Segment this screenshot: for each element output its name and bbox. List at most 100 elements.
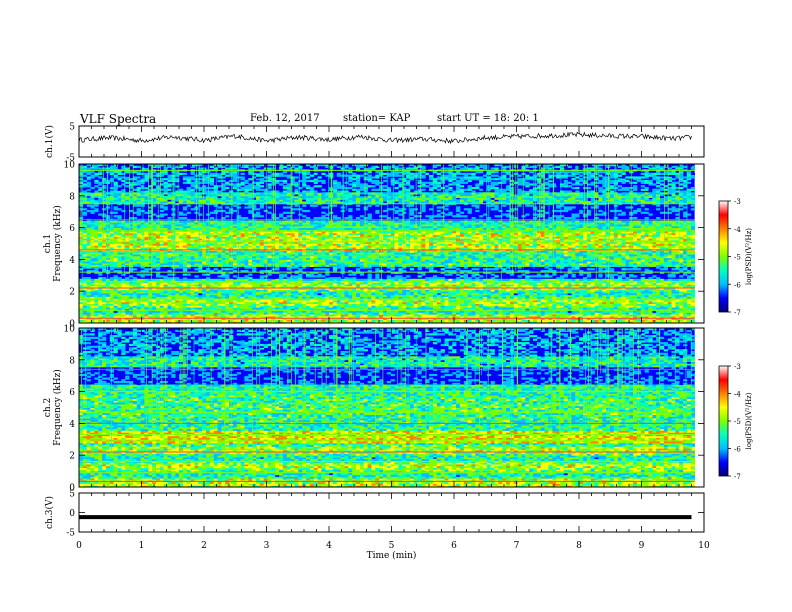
ch1-spectrogram-cell (321, 305, 326, 308)
ch1-spectrogram-cell (182, 285, 188, 289)
ch1-spectrogram-cell (552, 282, 557, 285)
ch1-spectrogram-cell (610, 307, 615, 310)
ch1-spectrogram-cell (282, 293, 288, 296)
ch1-spectrogram-cell (640, 282, 645, 285)
ch1-spectrogram-cell (148, 285, 153, 289)
ch1-spectrogram-cell (594, 307, 599, 310)
ch1-spectrogram-cell (263, 321, 268, 324)
ch1-spectrogram-cell (125, 285, 130, 289)
ch1-spectrogram-cell (560, 301, 565, 304)
ch1-spectrogram-cell (394, 296, 399, 299)
ch1-spectrogram-cell (629, 296, 634, 299)
ch1-spectrogram-cell (679, 301, 684, 304)
ch1-spectrogram-cell (663, 289, 668, 292)
ch1-spectrogram-cell (633, 300, 638, 303)
ch1-spectrogram-cell (186, 312, 191, 315)
ch1-spectrogram-cell (221, 315, 226, 319)
ch1-spectrogram-cell (452, 294, 457, 297)
ch1-spectrogram-cell (267, 289, 272, 292)
ch1-spectrogram-cell (167, 284, 172, 287)
ch1-spectrogram-cell (459, 319, 465, 322)
ch1-spectrogram-cell (459, 307, 465, 310)
ch1-spectrogram-cell (459, 291, 465, 294)
ch1-spectrogram-cell (429, 315, 434, 319)
ch1-spectrogram-cell (383, 293, 388, 296)
ch1-spectrogram-cell (182, 289, 188, 292)
ch1-spectrogram-cell (690, 278, 695, 281)
ch1-spectrogram-cell (640, 285, 645, 289)
ch1-spectrogram-cell (398, 310, 403, 313)
ch1-spectrogram-cell (536, 285, 542, 289)
ch1-spectrogram-cell (94, 287, 99, 290)
ch1-spectrogram-cell (359, 314, 365, 317)
ch1-spectrogram-cell (529, 307, 534, 310)
ch1-spectrogram-cell (129, 285, 134, 289)
ch1-spectrogram-cell (94, 284, 99, 287)
ch1-spectrogram-cell (479, 289, 484, 292)
ch1-spectrogram-cell (563, 319, 568, 322)
ch1-spectrogram-cell (686, 321, 692, 324)
ch1-spectrogram-cell (379, 301, 384, 304)
ch1-spectrogram-cell (521, 282, 526, 285)
ch1-spectrogram-cell (302, 296, 307, 299)
ch1-spectrogram-cell (98, 294, 103, 297)
ch1-spectrogram-cell (433, 294, 438, 297)
ch1-spectrogram-cell (190, 296, 195, 299)
ch1-spectrogram-cell (409, 294, 415, 297)
ch1-spectrogram-cell (302, 312, 307, 315)
ch1-spectrogram-cell (640, 321, 645, 324)
ch1-spectrogram-cell (105, 300, 111, 303)
ch1-spectrogram-cell (683, 315, 688, 319)
ch1-spectrogram-cell (683, 291, 688, 294)
ch1-spectrogram-cell (125, 303, 130, 306)
ch1-spectrogram-cell (144, 303, 149, 306)
ch1-spectrogram-cell (129, 307, 134, 310)
ch1-spectrogram-cell (617, 303, 622, 306)
ch1-spectrogram-cell (317, 282, 322, 285)
ch1-spectrogram-cell (156, 303, 161, 306)
ch1-spectrogram-cell (644, 278, 649, 281)
ch1-spectrogram-cell (544, 273, 549, 276)
ch1-spectrogram-cell (352, 285, 357, 289)
ch1-spectrogram-cell (298, 310, 303, 313)
ch1-spectrogram-cell (156, 284, 161, 287)
ch1-spectrogram-cell (259, 296, 264, 299)
ch1-spectrogram-cell (602, 319, 607, 322)
ch1-spectrogram-cell (144, 293, 149, 296)
ch1-spectrogram-cell (413, 314, 418, 317)
ch1-spectrogram-cell (198, 321, 203, 324)
ch1-spectrogram-cell (113, 310, 118, 313)
ch1-spectrogram-cell (240, 282, 245, 285)
ch1-spectrogram-cell (594, 305, 599, 308)
ch1-spectrogram-cell (413, 282, 418, 285)
ch1-spectrogram-cell (386, 317, 391, 320)
ch1-spectrogram-cell (225, 294, 230, 297)
ch1-spectrogram-cell (433, 291, 438, 294)
ch1-spectrogram-cell (598, 300, 603, 303)
ch1-spectrogram-cell (463, 296, 468, 299)
ch1-spectrogram-cell (556, 289, 561, 292)
ch1-spectrogram-cell (82, 317, 87, 320)
ch1-spectrogram-cell (213, 317, 218, 320)
ch1-spectrogram-cell (417, 294, 422, 297)
ch1-spectrogram-cell (206, 282, 211, 285)
ch1-spectrogram-cell (563, 289, 568, 292)
ch1-spectrogram-cell (548, 293, 553, 296)
ch1-spectrogram-cell (536, 307, 542, 310)
ch1-spectrogram-cell (325, 301, 330, 304)
ch1-spectrogram-cell (602, 301, 607, 304)
ch1-spectrogram-cell (206, 312, 211, 315)
ch1-spectrogram-cell (613, 296, 618, 299)
ch1-spectrogram-cell (163, 300, 168, 303)
ch1-spectrogram-cell (636, 317, 642, 320)
ch1-spectrogram-cell (209, 282, 214, 285)
ch1-spectrogram-cell (175, 303, 180, 306)
ch1-spectrogram-cell (217, 275, 222, 278)
ch1-spectrogram-cell (671, 301, 676, 304)
ch1-spectrogram-cell (179, 289, 184, 292)
ch1-spectrogram-cell (213, 310, 218, 313)
ch1-spectrogram-cell (529, 293, 534, 296)
ch1-spectrogram-cell (325, 296, 330, 299)
ch1-spectrogram-cell (217, 317, 222, 320)
ch1-spectrogram-cell (194, 278, 199, 281)
